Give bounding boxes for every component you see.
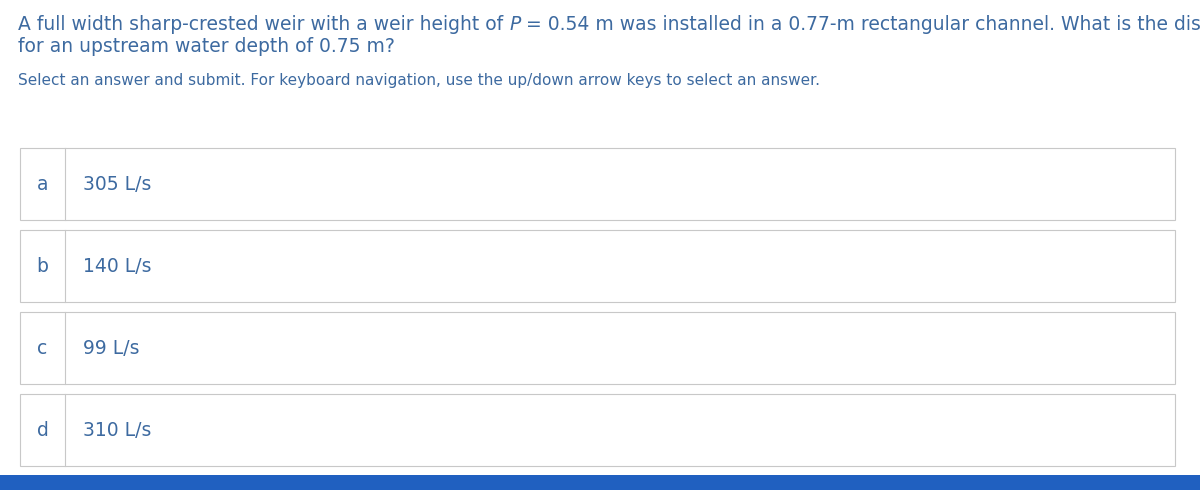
- Text: b: b: [36, 256, 48, 275]
- Text: = 0.54 m was installed in a 0.77-m rectangular channel. What is the discharge: = 0.54 m was installed in a 0.77-m recta…: [521, 15, 1200, 34]
- Bar: [20, 312, 1175, 384]
- Text: 310 L/s: 310 L/s: [83, 420, 151, 440]
- Text: c: c: [37, 339, 48, 358]
- Bar: [0, 475, 1200, 490]
- Bar: [20, 394, 1175, 466]
- Text: a: a: [37, 174, 48, 194]
- Text: 99 L/s: 99 L/s: [83, 339, 139, 358]
- Text: P: P: [509, 15, 521, 34]
- Text: A full width sharp-crested weir with a weir height of: A full width sharp-crested weir with a w…: [18, 15, 509, 34]
- Bar: [20, 230, 1175, 302]
- Text: d: d: [36, 420, 48, 440]
- Text: 140 L/s: 140 L/s: [83, 256, 151, 275]
- Text: 305 L/s: 305 L/s: [83, 174, 151, 194]
- Text: for an upstream water depth of 0.75 m?: for an upstream water depth of 0.75 m?: [18, 37, 395, 56]
- Text: Select an answer and submit. For keyboard navigation, use the up/down arrow keys: Select an answer and submit. For keyboar…: [18, 73, 820, 88]
- Bar: [20, 148, 1175, 220]
